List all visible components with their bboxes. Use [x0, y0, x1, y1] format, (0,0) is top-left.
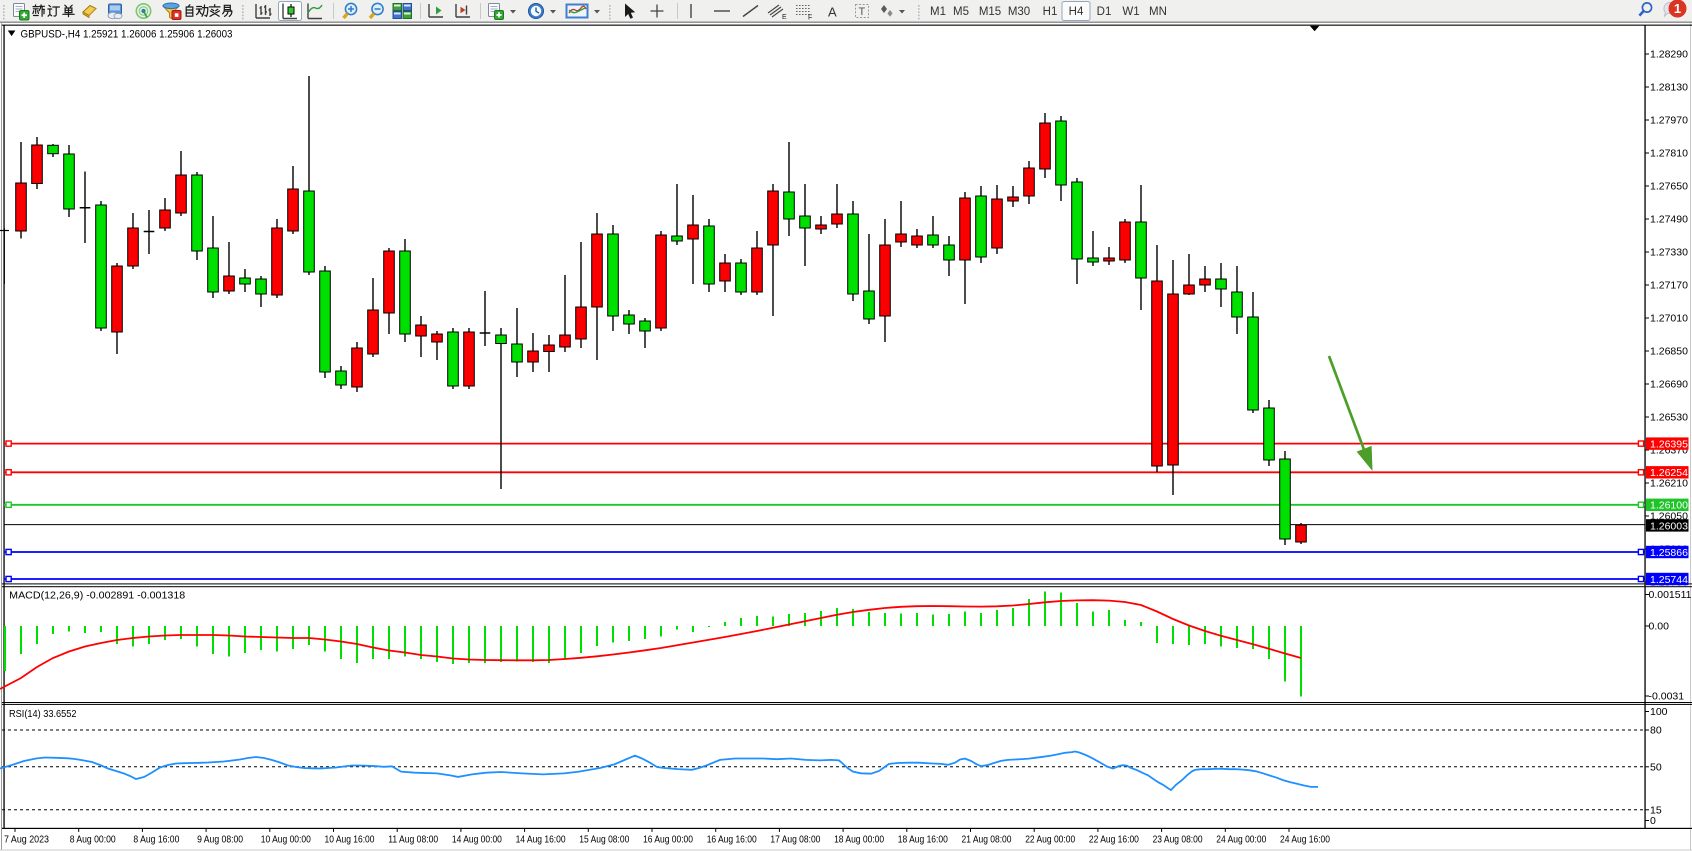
svg-text:1.26395: 1.26395 — [1650, 438, 1688, 450]
svg-text:1.27810: 1.27810 — [1650, 148, 1688, 160]
svg-text:0: 0 — [1650, 815, 1656, 827]
svg-text:1.26850: 1.26850 — [1650, 346, 1688, 358]
svg-text:1.27970: 1.27970 — [1650, 115, 1688, 127]
svg-text:80: 80 — [1650, 725, 1662, 737]
svg-text:15 Aug 08:00: 15 Aug 08:00 — [579, 834, 629, 846]
svg-text:1.25744: 1.25744 — [1650, 574, 1688, 586]
svg-text:14 Aug 00:00: 14 Aug 00:00 — [452, 834, 502, 846]
svg-text:1.26254: 1.26254 — [1650, 467, 1688, 479]
svg-text:50: 50 — [1650, 761, 1662, 773]
svg-text:T: T — [859, 6, 866, 18]
svg-text:24 Aug 16:00: 24 Aug 16:00 — [1280, 834, 1330, 846]
svg-text:100: 100 — [1650, 706, 1668, 718]
svg-text:M30: M30 — [1008, 6, 1030, 18]
svg-text:10 Aug 16:00: 10 Aug 16:00 — [325, 834, 375, 846]
svg-text:MN: MN — [1149, 6, 1167, 18]
svg-text:M1: M1 — [930, 6, 946, 18]
svg-text:15: 15 — [1650, 804, 1662, 816]
svg-text:22 Aug 16:00: 22 Aug 16:00 — [1089, 834, 1139, 846]
svg-text:1: 1 — [1674, 1, 1681, 16]
svg-text:1.27170: 1.27170 — [1650, 280, 1688, 292]
svg-text:17 Aug 08:00: 17 Aug 08:00 — [770, 834, 820, 846]
svg-text:1.28290: 1.28290 — [1650, 49, 1688, 61]
svg-text:-0.0031: -0.0031 — [1649, 691, 1685, 703]
svg-text:H1: H1 — [1043, 6, 1058, 18]
svg-text:22 Aug 00:00: 22 Aug 00:00 — [1025, 834, 1075, 846]
svg-text:8 Aug 00:00: 8 Aug 00:00 — [70, 834, 116, 846]
svg-text:24 Aug 00:00: 24 Aug 00:00 — [1216, 834, 1266, 846]
svg-text:9 Aug 08:00: 9 Aug 08:00 — [197, 834, 243, 846]
svg-text:1.26530: 1.26530 — [1650, 412, 1688, 424]
svg-text:23 Aug 08:00: 23 Aug 08:00 — [1153, 834, 1203, 846]
svg-text:1.27330: 1.27330 — [1650, 247, 1688, 259]
svg-text:MACD(12,26,9) -0.002891 -0.001: MACD(12,26,9) -0.002891 -0.001318 — [9, 589, 185, 601]
svg-text:1.27650: 1.27650 — [1650, 181, 1688, 193]
svg-text:0.00: 0.00 — [1649, 621, 1670, 633]
svg-text:GBPUSD-,H4 1.25921 1.26006 1.: GBPUSD-,H4 1.25921 1.26006 1.25906 1.260… — [21, 29, 233, 41]
svg-text:21 Aug 08:00: 21 Aug 08:00 — [962, 834, 1012, 846]
svg-text:1.26100: 1.26100 — [1650, 500, 1688, 512]
svg-text:RSI(14) 33.6552: RSI(14) 33.6552 — [9, 708, 77, 720]
svg-text:1.26003: 1.26003 — [1650, 520, 1688, 532]
svg-text:D1: D1 — [1097, 6, 1112, 18]
svg-text:18 Aug 00:00: 18 Aug 00:00 — [834, 834, 884, 846]
svg-text:A: A — [828, 5, 837, 20]
svg-text:16 Aug 16:00: 16 Aug 16:00 — [707, 834, 757, 846]
svg-text:M15: M15 — [979, 6, 1001, 18]
svg-text:F: F — [808, 15, 812, 22]
svg-text:1.25866: 1.25866 — [1650, 547, 1688, 559]
svg-text:M5: M5 — [953, 6, 969, 18]
svg-text:7 Aug 2023: 7 Aug 2023 — [4, 834, 49, 846]
svg-text:W1: W1 — [1122, 6, 1139, 18]
svg-text:1.28130: 1.28130 — [1650, 82, 1688, 94]
svg-text:18 Aug 16:00: 18 Aug 16:00 — [898, 834, 948, 846]
svg-text:1.26210: 1.26210 — [1650, 478, 1688, 490]
svg-text:1.27010: 1.27010 — [1650, 313, 1688, 325]
svg-text:10 Aug 00:00: 10 Aug 00:00 — [261, 834, 311, 846]
svg-text:11 Aug 08:00: 11 Aug 08:00 — [388, 834, 438, 846]
svg-text:16 Aug 00:00: 16 Aug 00:00 — [643, 834, 693, 846]
svg-text:14 Aug 16:00: 14 Aug 16:00 — [516, 834, 566, 846]
svg-text:E: E — [782, 14, 787, 21]
svg-text:1.27490: 1.27490 — [1650, 214, 1688, 226]
svg-text:H4: H4 — [1069, 6, 1084, 18]
svg-text:1.26690: 1.26690 — [1650, 379, 1688, 391]
svg-text:0.001511: 0.001511 — [1649, 589, 1692, 601]
svg-text:8 Aug 16:00: 8 Aug 16:00 — [133, 834, 179, 846]
